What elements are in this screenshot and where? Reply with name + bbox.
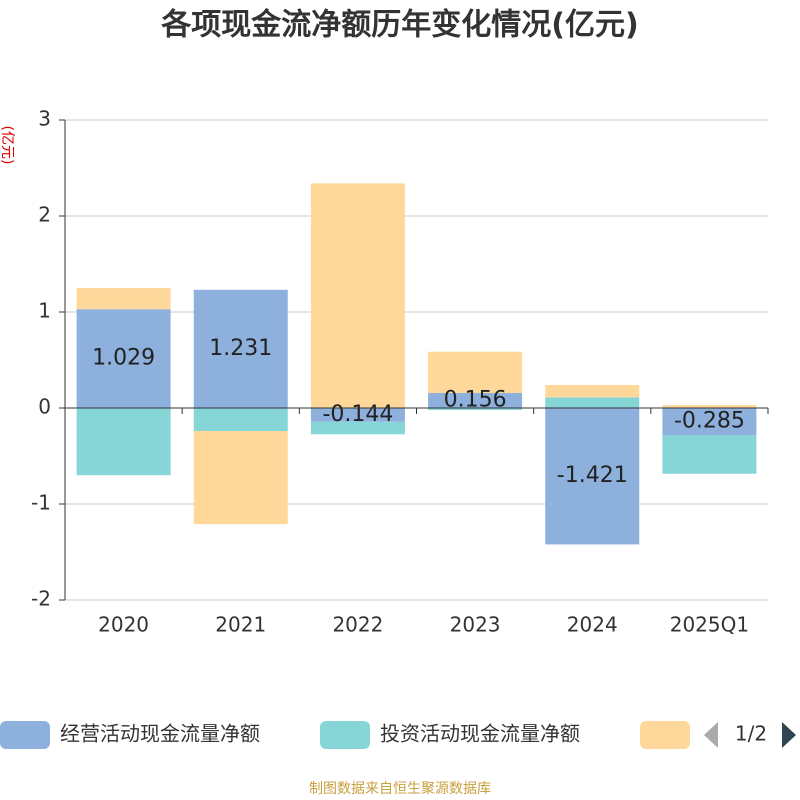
y-tick-label: 2 — [38, 203, 51, 227]
bar-segment — [193, 408, 288, 432]
bar-segment — [76, 288, 171, 310]
bar-segment — [76, 408, 171, 476]
legend-swatch — [320, 721, 370, 749]
legend-label: 投资活动现金流量净额 — [380, 722, 580, 746]
data-label: -0.285 — [674, 409, 745, 434]
bar-segment — [545, 384, 640, 398]
data-label: 1.029 — [92, 346, 155, 371]
bar-segment — [662, 435, 757, 474]
y-axis-label: (亿元) — [0, 126, 15, 165]
legend-swatch — [640, 721, 690, 749]
y-tick-label: -2 — [31, 587, 51, 611]
x-tick-label: 2025Q1 — [670, 613, 749, 637]
bar-segment — [76, 309, 171, 408]
bar-segment — [662, 405, 757, 408]
bar-segment — [545, 408, 640, 545]
legend-label: 经营活动现金流量净额 — [60, 722, 260, 746]
data-label: -1.421 — [557, 463, 628, 488]
legend-prev[interactable] — [704, 722, 718, 748]
x-tick-label: 2023 — [450, 613, 501, 637]
legend-page: 1/2 — [735, 722, 767, 746]
y-tick-label: 1 — [38, 299, 51, 323]
legend-swatch — [0, 721, 50, 749]
bar-segment — [545, 397, 640, 408]
chart-title: 各项现金流净额历年变化情况(亿元) — [160, 8, 638, 43]
bar-segment — [193, 289, 288, 408]
bar-segment — [310, 183, 405, 408]
y-tick-label: 3 — [38, 107, 51, 131]
legend-next[interactable] — [782, 722, 796, 748]
data-label: -0.144 — [322, 402, 393, 427]
bar-segment — [428, 351, 523, 394]
bar-segment — [662, 408, 757, 436]
bar-segment — [310, 421, 405, 435]
data-label: 0.156 — [444, 388, 507, 413]
bar-segment — [310, 408, 405, 422]
bar-segment — [428, 393, 523, 408]
bar-segment — [193, 431, 288, 525]
source-note: 制图数据来自恒生聚源数据库 — [309, 781, 491, 797]
x-tick-label: 2024 — [567, 613, 618, 637]
x-tick-label: 2021 — [215, 613, 266, 637]
bar-segment — [428, 408, 523, 410]
y-tick-label: -1 — [31, 491, 51, 515]
x-tick-label: 2020 — [98, 613, 149, 637]
y-tick-label: 0 — [38, 395, 51, 419]
x-tick-label: 2022 — [332, 613, 383, 637]
data-label: 1.231 — [209, 336, 272, 361]
